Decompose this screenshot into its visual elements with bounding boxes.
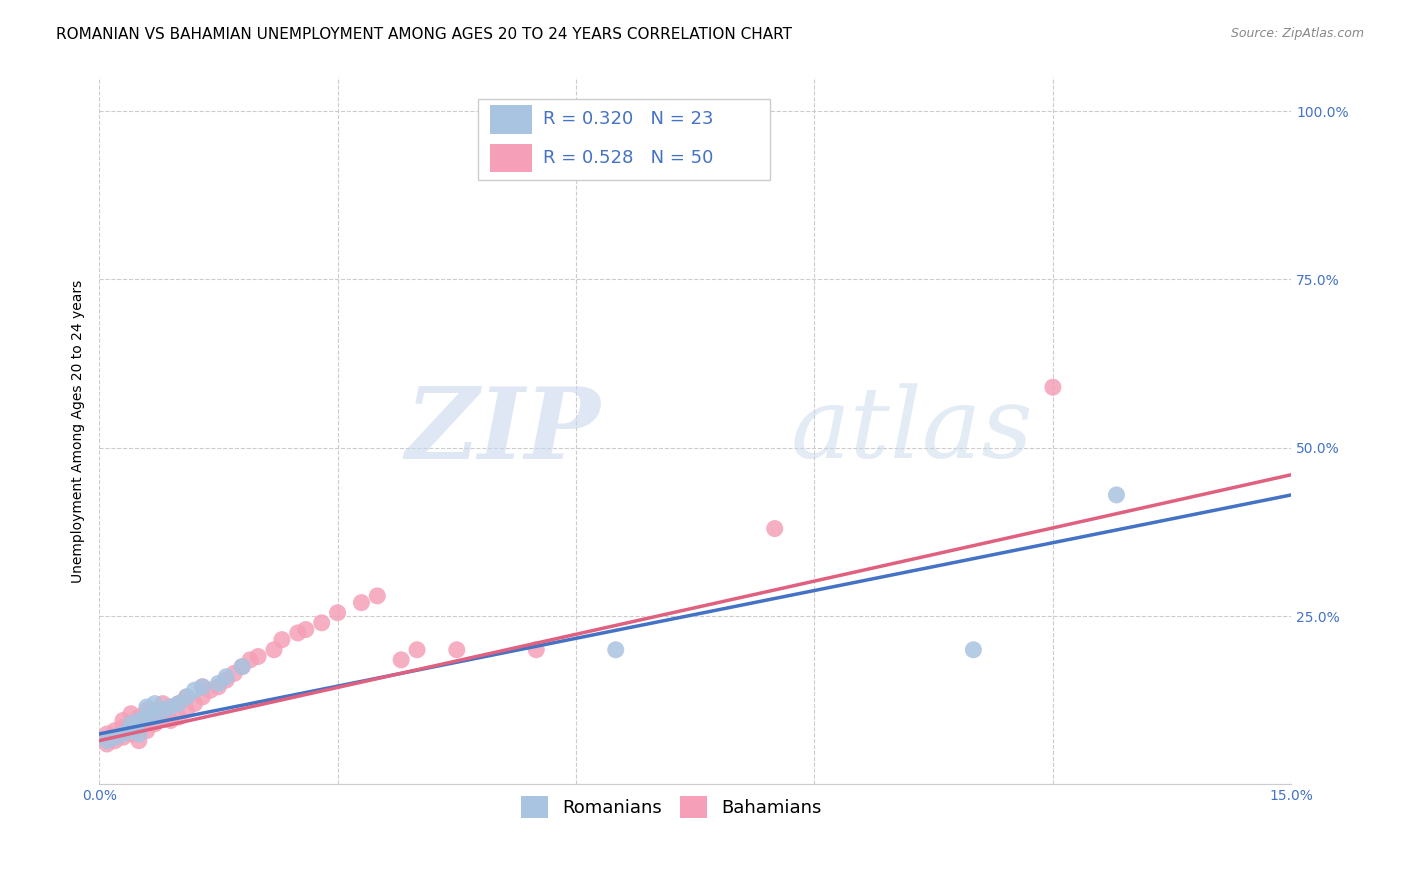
Point — [191, 680, 214, 694]
Point — [111, 720, 134, 734]
Point — [200, 683, 222, 698]
Point — [406, 642, 429, 657]
Point — [294, 623, 316, 637]
Point — [159, 700, 181, 714]
Point — [605, 642, 627, 657]
Point — [135, 723, 157, 738]
Point — [152, 710, 174, 724]
Point — [389, 653, 412, 667]
Point — [167, 697, 190, 711]
Point — [159, 714, 181, 728]
Text: R = 0.320   N = 23: R = 0.320 N = 23 — [543, 111, 713, 128]
Text: ZIP: ZIP — [405, 383, 600, 479]
Point — [287, 626, 309, 640]
Point — [176, 690, 198, 704]
FancyBboxPatch shape — [478, 99, 770, 180]
Point — [366, 589, 388, 603]
Text: ROMANIAN VS BAHAMIAN UNEMPLOYMENT AMONG AGES 20 TO 24 YEARS CORRELATION CHART: ROMANIAN VS BAHAMIAN UNEMPLOYMENT AMONG … — [56, 27, 792, 42]
Point — [224, 666, 246, 681]
Point — [104, 723, 127, 738]
Point — [231, 659, 253, 673]
Point — [1042, 380, 1064, 394]
Point — [215, 673, 238, 687]
Point — [524, 642, 547, 657]
Point — [763, 522, 786, 536]
Point — [128, 733, 150, 747]
Point — [120, 716, 142, 731]
Point — [128, 720, 150, 734]
Point — [135, 714, 157, 728]
Point — [326, 606, 349, 620]
FancyBboxPatch shape — [491, 144, 531, 172]
Point — [143, 716, 166, 731]
Point — [215, 670, 238, 684]
FancyBboxPatch shape — [491, 105, 531, 134]
Point — [350, 596, 373, 610]
Point — [152, 703, 174, 717]
Point — [1105, 488, 1128, 502]
Point — [207, 680, 229, 694]
Point — [191, 680, 214, 694]
Point — [120, 723, 142, 738]
Point — [143, 703, 166, 717]
Point — [167, 697, 190, 711]
Point — [135, 703, 157, 717]
Point — [239, 653, 262, 667]
Point — [96, 727, 118, 741]
Point — [191, 690, 214, 704]
Point — [247, 649, 270, 664]
Point — [104, 731, 127, 745]
Point — [135, 700, 157, 714]
Y-axis label: Unemployment Among Ages 20 to 24 years: Unemployment Among Ages 20 to 24 years — [72, 279, 86, 582]
Point — [96, 737, 118, 751]
Point — [183, 683, 205, 698]
Point — [167, 710, 190, 724]
Legend: Romanians, Bahamians: Romanians, Bahamians — [513, 789, 830, 825]
Point — [263, 642, 285, 657]
Point — [111, 714, 134, 728]
Point — [446, 642, 468, 657]
Point — [152, 697, 174, 711]
Point — [120, 716, 142, 731]
Point — [135, 710, 157, 724]
Point — [207, 676, 229, 690]
Point — [111, 731, 134, 745]
Point — [96, 733, 118, 747]
Point — [176, 690, 198, 704]
Point — [183, 697, 205, 711]
Text: R = 0.528   N = 50: R = 0.528 N = 50 — [543, 149, 713, 167]
Point — [159, 700, 181, 714]
Point — [231, 659, 253, 673]
Point — [271, 632, 294, 647]
Text: Source: ZipAtlas.com: Source: ZipAtlas.com — [1230, 27, 1364, 40]
Point — [143, 710, 166, 724]
Text: atlas: atlas — [790, 384, 1033, 479]
Point — [128, 714, 150, 728]
Point — [111, 727, 134, 741]
Point — [120, 727, 142, 741]
Point — [104, 733, 127, 747]
Point — [128, 727, 150, 741]
Point — [143, 697, 166, 711]
Point — [962, 642, 984, 657]
Point — [176, 703, 198, 717]
Point — [120, 706, 142, 721]
Point — [128, 710, 150, 724]
Point — [311, 615, 333, 630]
